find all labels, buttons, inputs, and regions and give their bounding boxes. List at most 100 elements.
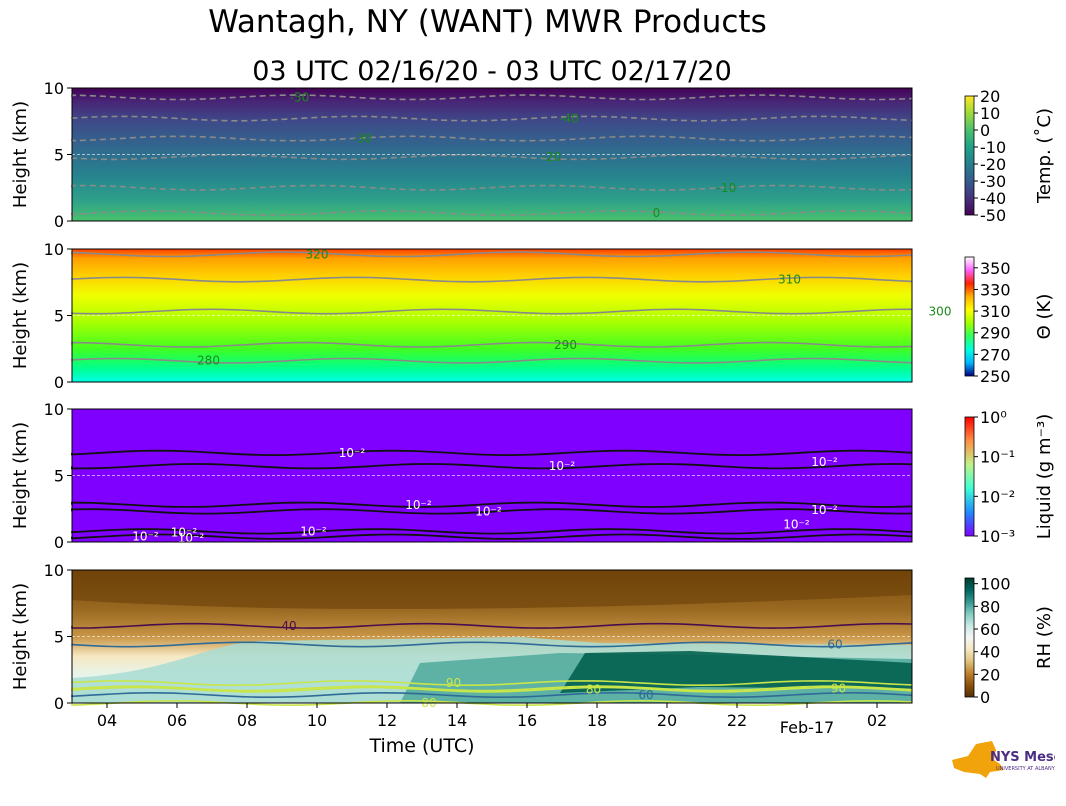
y-tick-label: 0 bbox=[54, 373, 64, 392]
x-tick-label: 02 bbox=[867, 711, 887, 730]
figure-subtitle: 03 UTC 02/16/20 - 03 UTC 02/17/20 bbox=[252, 56, 732, 87]
temperature-contour-line bbox=[71, 135, 913, 142]
colorbar-tick-label: -40 bbox=[980, 189, 1006, 208]
contour-label: 320 bbox=[306, 247, 329, 261]
y-axis-label: Height (km) bbox=[10, 101, 31, 208]
colorbar-tick-label: 250 bbox=[980, 367, 1011, 386]
y-tick-label: 0 bbox=[54, 212, 64, 231]
x-tick-label: 16 bbox=[517, 711, 537, 730]
temperature-contour-line bbox=[71, 209, 913, 216]
contour-label: -50 bbox=[290, 90, 310, 104]
colorbar-tick-label: 80 bbox=[980, 597, 1000, 616]
relative-humidity-contour-line bbox=[71, 685, 913, 692]
x-tick-label: 08 bbox=[237, 711, 257, 730]
liquid-water-contour-line bbox=[71, 528, 913, 535]
potential-temperature-contour-line bbox=[71, 308, 912, 315]
colorbar-tick-label: 10⁻³ bbox=[980, 527, 1015, 546]
contour-label: 10⁻² bbox=[405, 498, 432, 512]
x-tick-label: 04 bbox=[97, 711, 117, 730]
liquid-water-contour-line bbox=[71, 501, 913, 508]
colorbar-tick-label: 330 bbox=[980, 280, 1011, 299]
logo-subtext: UNIVERSITY AT ALBANY bbox=[996, 766, 1055, 772]
contour-label: -40 bbox=[559, 112, 579, 126]
nys-state-shape bbox=[952, 741, 1004, 778]
colorbar-tick-label: 40 bbox=[980, 643, 1000, 662]
liquid-water-contour-line bbox=[71, 449, 913, 457]
relative-humidity-contour-line bbox=[71, 680, 913, 686]
figure-title: Wantagh, NY (WANT) MWR Products bbox=[208, 4, 767, 40]
colorbar-tick-label: 0 bbox=[980, 688, 990, 707]
contour-label: 300 bbox=[929, 305, 952, 319]
y-axis-label: Height (km) bbox=[10, 583, 31, 690]
colorbar-tick-label: 20 bbox=[980, 87, 1000, 106]
x-tick-label: 18 bbox=[587, 711, 607, 730]
colorbar-tick-label: 10 bbox=[980, 104, 1000, 123]
colorbar-label: Temp. (˚C) bbox=[1034, 108, 1055, 204]
colorbar-tick-label: -50 bbox=[980, 206, 1006, 225]
contour-label: 280 bbox=[197, 354, 220, 368]
x-axis-label: Time (UTC) bbox=[368, 735, 474, 757]
contour-label: 90 bbox=[446, 676, 461, 690]
contour-label: 310 bbox=[778, 273, 801, 287]
contour-label: -10 bbox=[717, 181, 737, 195]
colorbar-tick-label: 290 bbox=[980, 324, 1011, 343]
liquid-water-contour-line bbox=[71, 508, 913, 515]
colorbar-tick-label: 270 bbox=[980, 345, 1011, 364]
relative-humidity-contour-line bbox=[71, 686, 913, 693]
contour-label: 10⁻² bbox=[178, 531, 205, 545]
colorbar-label: Θ (K) bbox=[1034, 294, 1055, 340]
nys-mesonet-logo: NYS Mesonet UNIVERSITY AT ALBANY bbox=[952, 741, 1055, 778]
liquid-water-contour-line bbox=[71, 533, 913, 540]
contour-label: 10⁻² bbox=[549, 459, 576, 473]
contour-label: 10⁻² bbox=[300, 524, 327, 538]
potential-temperature-contour-line bbox=[71, 251, 913, 258]
potential-temperature-contour-line bbox=[71, 357, 913, 364]
colorbar-tick-label: -10 bbox=[980, 138, 1006, 157]
y-tick-label: 5 bbox=[54, 146, 64, 165]
x-tick-label: 06 bbox=[167, 711, 187, 730]
relative-humidity-contour-line bbox=[71, 699, 913, 707]
colorbar-tick-label: 60 bbox=[980, 620, 1000, 639]
relative-humidity-contour-line bbox=[71, 622, 913, 629]
contour-label: 10⁻² bbox=[811, 503, 838, 517]
y-tick-label: 5 bbox=[54, 628, 64, 647]
y-tick-label: 5 bbox=[54, 307, 64, 326]
colorbar-tick-label: 10⁻² bbox=[980, 487, 1015, 506]
colorbar-label: RH (%) bbox=[1034, 606, 1055, 669]
panel-potential-temperature: 320 310 300 290 280 0 5 10 Height (km) 250 270 290 3… bbox=[10, 240, 1055, 392]
temperature-contour-line bbox=[71, 115, 913, 122]
rh-saturated-layer bbox=[560, 651, 912, 693]
contour-label: 10⁻² bbox=[475, 504, 502, 518]
potential-temperature-contour-line bbox=[71, 341, 913, 348]
x-tick-label: 12 bbox=[377, 711, 397, 730]
contour-label: -30 bbox=[353, 132, 373, 146]
potential-temperature-colorbar bbox=[964, 256, 975, 377]
liquid-water-contour-line bbox=[71, 463, 913, 470]
contour-label: 80 bbox=[586, 683, 601, 697]
colorbar-tick-label: 310 bbox=[980, 302, 1011, 321]
colorbar-tick-label: -20 bbox=[980, 155, 1006, 174]
y-tick-label: 0 bbox=[54, 533, 64, 552]
relative-humidity-contour-line bbox=[71, 641, 913, 648]
liquid-water-colorbar bbox=[964, 416, 975, 537]
temperature-contour-line bbox=[71, 184, 913, 191]
relative-humidity-colorbar bbox=[964, 577, 975, 698]
colorbar-tick-label: 20 bbox=[980, 665, 1000, 684]
y-tick-label: 10 bbox=[44, 240, 64, 259]
contour-label: 10⁻² bbox=[339, 446, 366, 460]
colorbar-tick-label: 10⁰ bbox=[980, 408, 1007, 427]
colorbar-tick-label: -30 bbox=[980, 172, 1006, 191]
date-tick-label: Feb-17 bbox=[780, 718, 834, 737]
y-tick-label: 10 bbox=[44, 561, 64, 580]
contour-label: 10⁻² bbox=[171, 526, 198, 540]
relative-humidity-contour-line bbox=[71, 691, 913, 698]
y-tick-label: 5 bbox=[54, 467, 64, 486]
y-tick-label: 10 bbox=[44, 79, 64, 98]
y-axis-label: Height (km) bbox=[10, 422, 31, 529]
potential-temperature-contour-line bbox=[71, 276, 913, 283]
temperature-contour-line bbox=[71, 94, 913, 101]
contour-label: 290 bbox=[554, 338, 577, 352]
contour-label: 10⁻² bbox=[132, 530, 159, 544]
